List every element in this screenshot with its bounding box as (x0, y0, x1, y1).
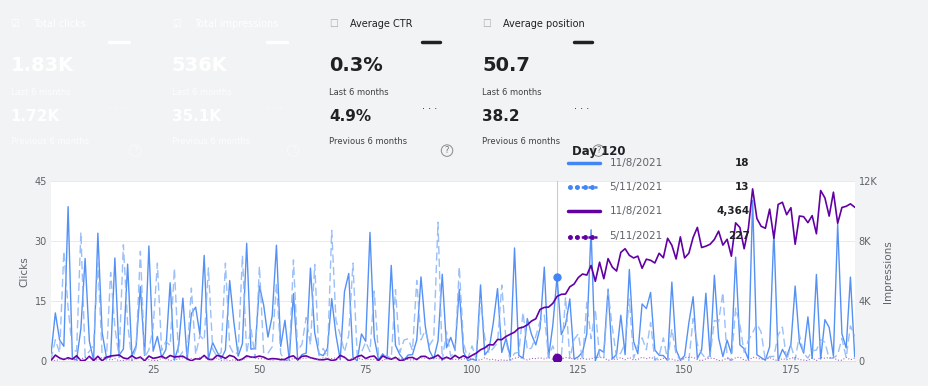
Text: Last 6 months: Last 6 months (10, 88, 71, 97)
Text: Average position: Average position (503, 19, 585, 29)
Y-axis label: Clicks: Clicks (19, 256, 29, 286)
Text: ☐: ☐ (329, 19, 337, 29)
Text: 536K: 536K (172, 56, 227, 75)
Text: 18: 18 (734, 157, 749, 168)
Text: ?: ? (133, 146, 137, 155)
Text: · · ·: · · · (267, 104, 282, 114)
Text: ?: ? (290, 146, 295, 155)
Text: 4.9%: 4.9% (329, 108, 370, 124)
Text: ☑: ☑ (10, 19, 19, 29)
Text: Day 120: Day 120 (572, 145, 625, 158)
Text: 11/8/2021: 11/8/2021 (609, 205, 662, 215)
Text: Total impressions: Total impressions (194, 19, 277, 29)
Text: ☐: ☐ (482, 19, 490, 29)
Text: Previous 6 months: Previous 6 months (482, 137, 560, 146)
Text: 4,364: 4,364 (715, 205, 749, 215)
Text: 50.7: 50.7 (482, 56, 529, 75)
Text: 227: 227 (727, 231, 749, 241)
Y-axis label: Impressions: Impressions (883, 240, 892, 303)
Text: 38.2: 38.2 (482, 108, 519, 124)
Text: ?: ? (445, 146, 449, 155)
Text: Last 6 months: Last 6 months (172, 88, 231, 97)
Text: 5/11/2021: 5/11/2021 (609, 231, 662, 241)
Text: 13: 13 (734, 181, 749, 191)
Text: Last 6 months: Last 6 months (329, 88, 388, 97)
Text: · · ·: · · · (574, 104, 588, 114)
Text: 11/8/2021: 11/8/2021 (609, 157, 662, 168)
Text: Previous 6 months: Previous 6 months (329, 137, 406, 146)
Text: Last 6 months: Last 6 months (482, 88, 541, 97)
Text: 35.1K: 35.1K (172, 108, 221, 124)
Text: Previous 6 months: Previous 6 months (10, 137, 88, 146)
Text: 5/11/2021: 5/11/2021 (609, 181, 662, 191)
Text: ?: ? (596, 146, 600, 155)
Text: · · ·: · · · (109, 104, 124, 114)
Text: 1.72K: 1.72K (10, 108, 59, 124)
Text: Previous 6 months: Previous 6 months (172, 137, 250, 146)
Text: 0.3%: 0.3% (329, 56, 382, 75)
Text: Total clicks: Total clicks (33, 19, 86, 29)
Text: · · ·: · · · (421, 104, 437, 114)
Text: Average CTR: Average CTR (350, 19, 412, 29)
Text: 1.83K: 1.83K (10, 56, 73, 75)
Text: ☑: ☑ (172, 19, 180, 29)
